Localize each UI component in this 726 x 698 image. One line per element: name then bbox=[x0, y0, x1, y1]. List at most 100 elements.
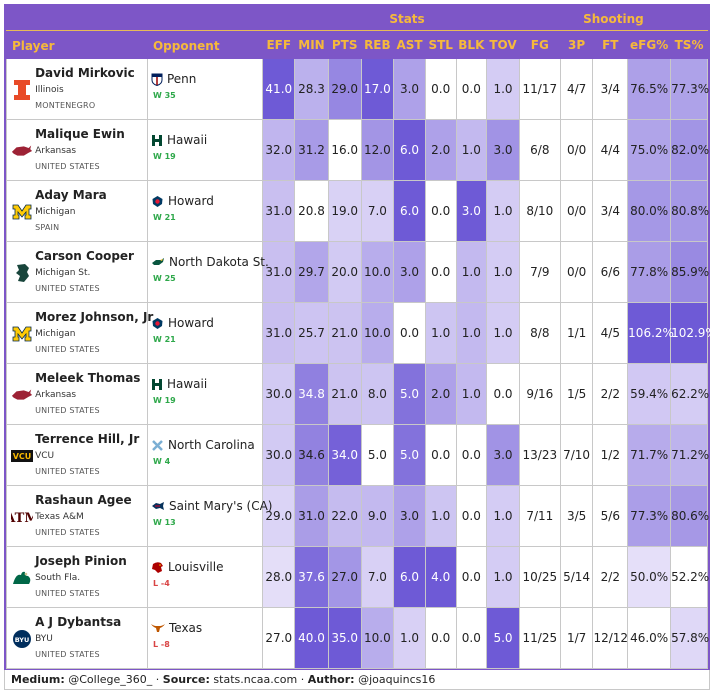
stat-cell-ast: 0.0 bbox=[393, 302, 426, 364]
stat-cell-reb: 5.0 bbox=[360, 424, 395, 486]
stat-cell-tp: 0/0 bbox=[559, 180, 594, 242]
player-cell: Morez Johnson, Jr Michigan UNITED STATES bbox=[35, 302, 153, 364]
stat-cell-ft: 3/4 bbox=[592, 58, 629, 120]
stat-cell-pts: 35.0 bbox=[327, 607, 362, 669]
vcu-logo-icon: VCU bbox=[11, 445, 33, 467]
svg-text:BYU: BYU bbox=[15, 636, 30, 644]
stat-cell-ft: 4/5 bbox=[592, 302, 629, 364]
stat-cell-pts: 21.0 bbox=[327, 363, 362, 425]
stat-cell-tp: 3/5 bbox=[559, 485, 594, 547]
stat-cell-pts: 27.0 bbox=[327, 546, 362, 608]
player-cell: A J Dybantsa BYU UNITED STATES bbox=[35, 607, 148, 669]
game-result: W 21 bbox=[152, 335, 176, 344]
stat-cell-tp: 0/0 bbox=[559, 119, 594, 181]
stat-cell-blk: 1.0 bbox=[455, 241, 488, 303]
player-country: UNITED STATES bbox=[35, 650, 100, 659]
stat-cell-min: 40.0 bbox=[294, 607, 329, 669]
stat-cell-fg: 9/16 bbox=[518, 363, 561, 425]
stat-cell-ts: 77.3% bbox=[670, 58, 709, 120]
player-team: VCU bbox=[35, 451, 55, 461]
stat-cell-fg: 11/25 bbox=[518, 607, 561, 669]
shooting-column-header-efgpct: eFG% bbox=[627, 30, 672, 59]
stat-cell-eff: 31.0 bbox=[262, 241, 296, 303]
stat-cell-ast: 3.0 bbox=[393, 58, 426, 120]
stat-cell-reb: 7.0 bbox=[360, 546, 395, 608]
opponent-cell: Louisville L -4 bbox=[146, 546, 264, 608]
stat-cell-min: 31.0 bbox=[294, 485, 329, 547]
stat-cell-min: 28.3 bbox=[294, 58, 329, 120]
svg-text:ATM: ATM bbox=[11, 511, 33, 526]
hawaii-logo-icon bbox=[151, 134, 163, 147]
opponent-cell: Texas L -8 bbox=[146, 607, 264, 669]
game-result: W 25 bbox=[152, 274, 176, 283]
player-name: Rashaun Agee bbox=[35, 493, 132, 507]
stat-cell-stl: 0.0 bbox=[424, 424, 457, 486]
game-result: L -4 bbox=[152, 579, 170, 588]
eff-column-header: EFF bbox=[262, 30, 296, 59]
stat-cell-stl: 0.0 bbox=[424, 607, 457, 669]
game-result: W 13 bbox=[152, 518, 176, 527]
stat-cell-ft: 4/4 bbox=[592, 119, 629, 181]
stat-cell-tov: 1.0 bbox=[486, 58, 520, 120]
opponent-cell: Hawaii W 19 bbox=[146, 363, 264, 425]
stat-cell-ast: 3.0 bbox=[393, 485, 426, 547]
stat-cell-blk: 1.0 bbox=[455, 119, 488, 181]
team-logo-cell: VCU bbox=[6, 424, 36, 486]
opponent-name: Hawaii bbox=[166, 377, 208, 391]
player-column-header: Player bbox=[6, 30, 148, 59]
table-row: BYU A J Dybantsa BYU UNITED STATES Texas L -8… bbox=[6, 607, 709, 669]
team-logo-cell: BYU bbox=[6, 607, 36, 669]
stat-cell-ts: 85.9% bbox=[670, 241, 709, 303]
stat-cell-blk: 0.0 bbox=[455, 607, 488, 669]
header-blank-eff bbox=[262, 6, 296, 31]
player-team: BYU bbox=[35, 634, 53, 644]
opponent-cell: Howard W 21 bbox=[146, 180, 264, 242]
stat-cell-ft: 2/2 bbox=[592, 363, 629, 425]
game-result: W 21 bbox=[152, 213, 176, 222]
stat-cell-eff: 32.0 bbox=[262, 119, 296, 181]
stat-cell-blk: 0.0 bbox=[455, 485, 488, 547]
stat-cell-min: 31.2 bbox=[294, 119, 329, 181]
opponent-name: Saint Mary's (CA) bbox=[168, 499, 273, 513]
south-fla-logo-icon bbox=[11, 567, 33, 589]
stat-cell-tp: 7/10 bbox=[559, 424, 594, 486]
team-logo-cell bbox=[6, 546, 36, 608]
stat-cell-tov: 0.0 bbox=[486, 363, 520, 425]
stats-column-header-pts: PTS bbox=[327, 30, 362, 59]
stat-cell-reb: 12.0 bbox=[360, 119, 395, 181]
player-name: Joseph Pinion bbox=[35, 554, 127, 568]
player-team: Arkansas bbox=[35, 146, 77, 156]
stat-cell-eff: 30.0 bbox=[262, 424, 296, 486]
team-logo-cell bbox=[6, 180, 36, 242]
player-country: UNITED STATES bbox=[35, 162, 100, 171]
team-logo-cell: ATM bbox=[6, 485, 36, 547]
player-country: UNITED STATES bbox=[35, 467, 100, 476]
stat-cell-efg: 77.8% bbox=[627, 241, 672, 303]
player-country: UNITED STATES bbox=[35, 406, 100, 415]
player-name: Malique Ewin bbox=[35, 127, 125, 141]
stat-cell-ts: 102.9% bbox=[670, 302, 717, 364]
stat-cell-ast: 1.0 bbox=[393, 607, 426, 669]
stat-cell-stl: 1.0 bbox=[424, 485, 457, 547]
stat-cell-tov: 1.0 bbox=[486, 546, 520, 608]
michigan-logo-icon bbox=[11, 201, 33, 223]
saint-marys-logo-icon bbox=[151, 501, 165, 511]
opponent-cell: North Carolina W 4 bbox=[146, 424, 264, 486]
stat-cell-pts: 22.0 bbox=[327, 485, 362, 547]
player-team: Michigan bbox=[35, 329, 76, 339]
stat-cell-efg: 46.0% bbox=[627, 607, 672, 669]
stat-cell-stl: 1.0 bbox=[424, 302, 457, 364]
stat-cell-reb: 7.0 bbox=[360, 180, 395, 242]
stat-cell-pts: 29.0 bbox=[327, 58, 362, 120]
player-team: Michigan bbox=[35, 207, 76, 217]
stat-cell-min: 29.7 bbox=[294, 241, 329, 303]
stat-cell-ts: 80.6% bbox=[670, 485, 709, 547]
stat-cell-tp: 1/1 bbox=[559, 302, 594, 364]
stat-cell-min: 34.6 bbox=[294, 424, 329, 486]
stat-cell-reb: 8.0 bbox=[360, 363, 395, 425]
player-team: South Fla. bbox=[35, 573, 81, 583]
stat-cell-eff: 27.0 bbox=[262, 607, 296, 669]
arkansas-logo-icon bbox=[11, 384, 33, 406]
shooting-column-header-3p: 3P bbox=[559, 30, 594, 59]
stat-cell-stl: 0.0 bbox=[424, 58, 457, 120]
